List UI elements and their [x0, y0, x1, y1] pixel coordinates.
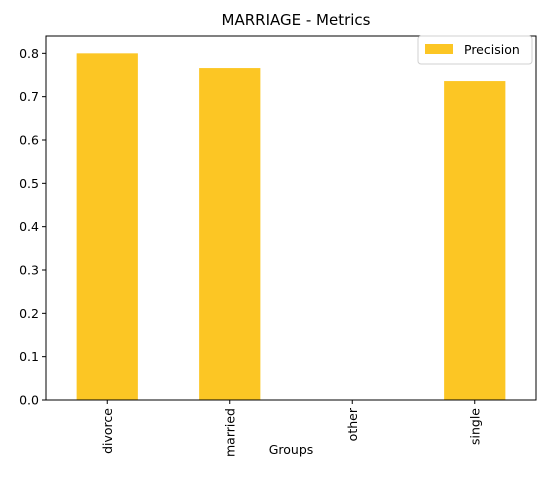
x-tick-label-single: single: [467, 408, 482, 445]
y-tick-label: 0.0: [19, 393, 39, 408]
y-axis: 0.0 0.1 0.2 0.3 0.4 0.5 0.6 0.7 0.8: [19, 46, 46, 408]
bar-married: [199, 68, 261, 401]
x-tick-label-divorce: divorce: [100, 408, 115, 454]
legend: Precision: [417, 35, 533, 65]
legend-label-precision: Precision: [464, 42, 520, 57]
y-tick-label: 0.2: [19, 306, 39, 321]
plot-frame: [45, 35, 537, 401]
bar-divorce: [76, 53, 138, 400]
legend-box: [417, 35, 533, 65]
legend-swatch: [425, 44, 453, 54]
y-tick-label: 0.6: [19, 133, 39, 148]
x-axis-label: Groups: [269, 442, 314, 457]
y-tick-label: 0.4: [19, 219, 39, 234]
y-tick-label: 0.8: [19, 46, 39, 61]
y-tick-label: 0.3: [19, 263, 39, 278]
x-axis: divorce married other single: [100, 400, 482, 457]
bar-single: [444, 81, 506, 401]
y-tick-label: 0.1: [19, 349, 39, 364]
plot-area: [45, 35, 537, 401]
y-tick-label: 0.7: [19, 89, 39, 104]
x-tick-label-other: other: [345, 407, 360, 441]
x-tick-label-married: married: [222, 408, 237, 457]
y-tick-label: 0.5: [19, 176, 39, 191]
chart-title: MARRIAGE - Metrics: [222, 11, 371, 29]
